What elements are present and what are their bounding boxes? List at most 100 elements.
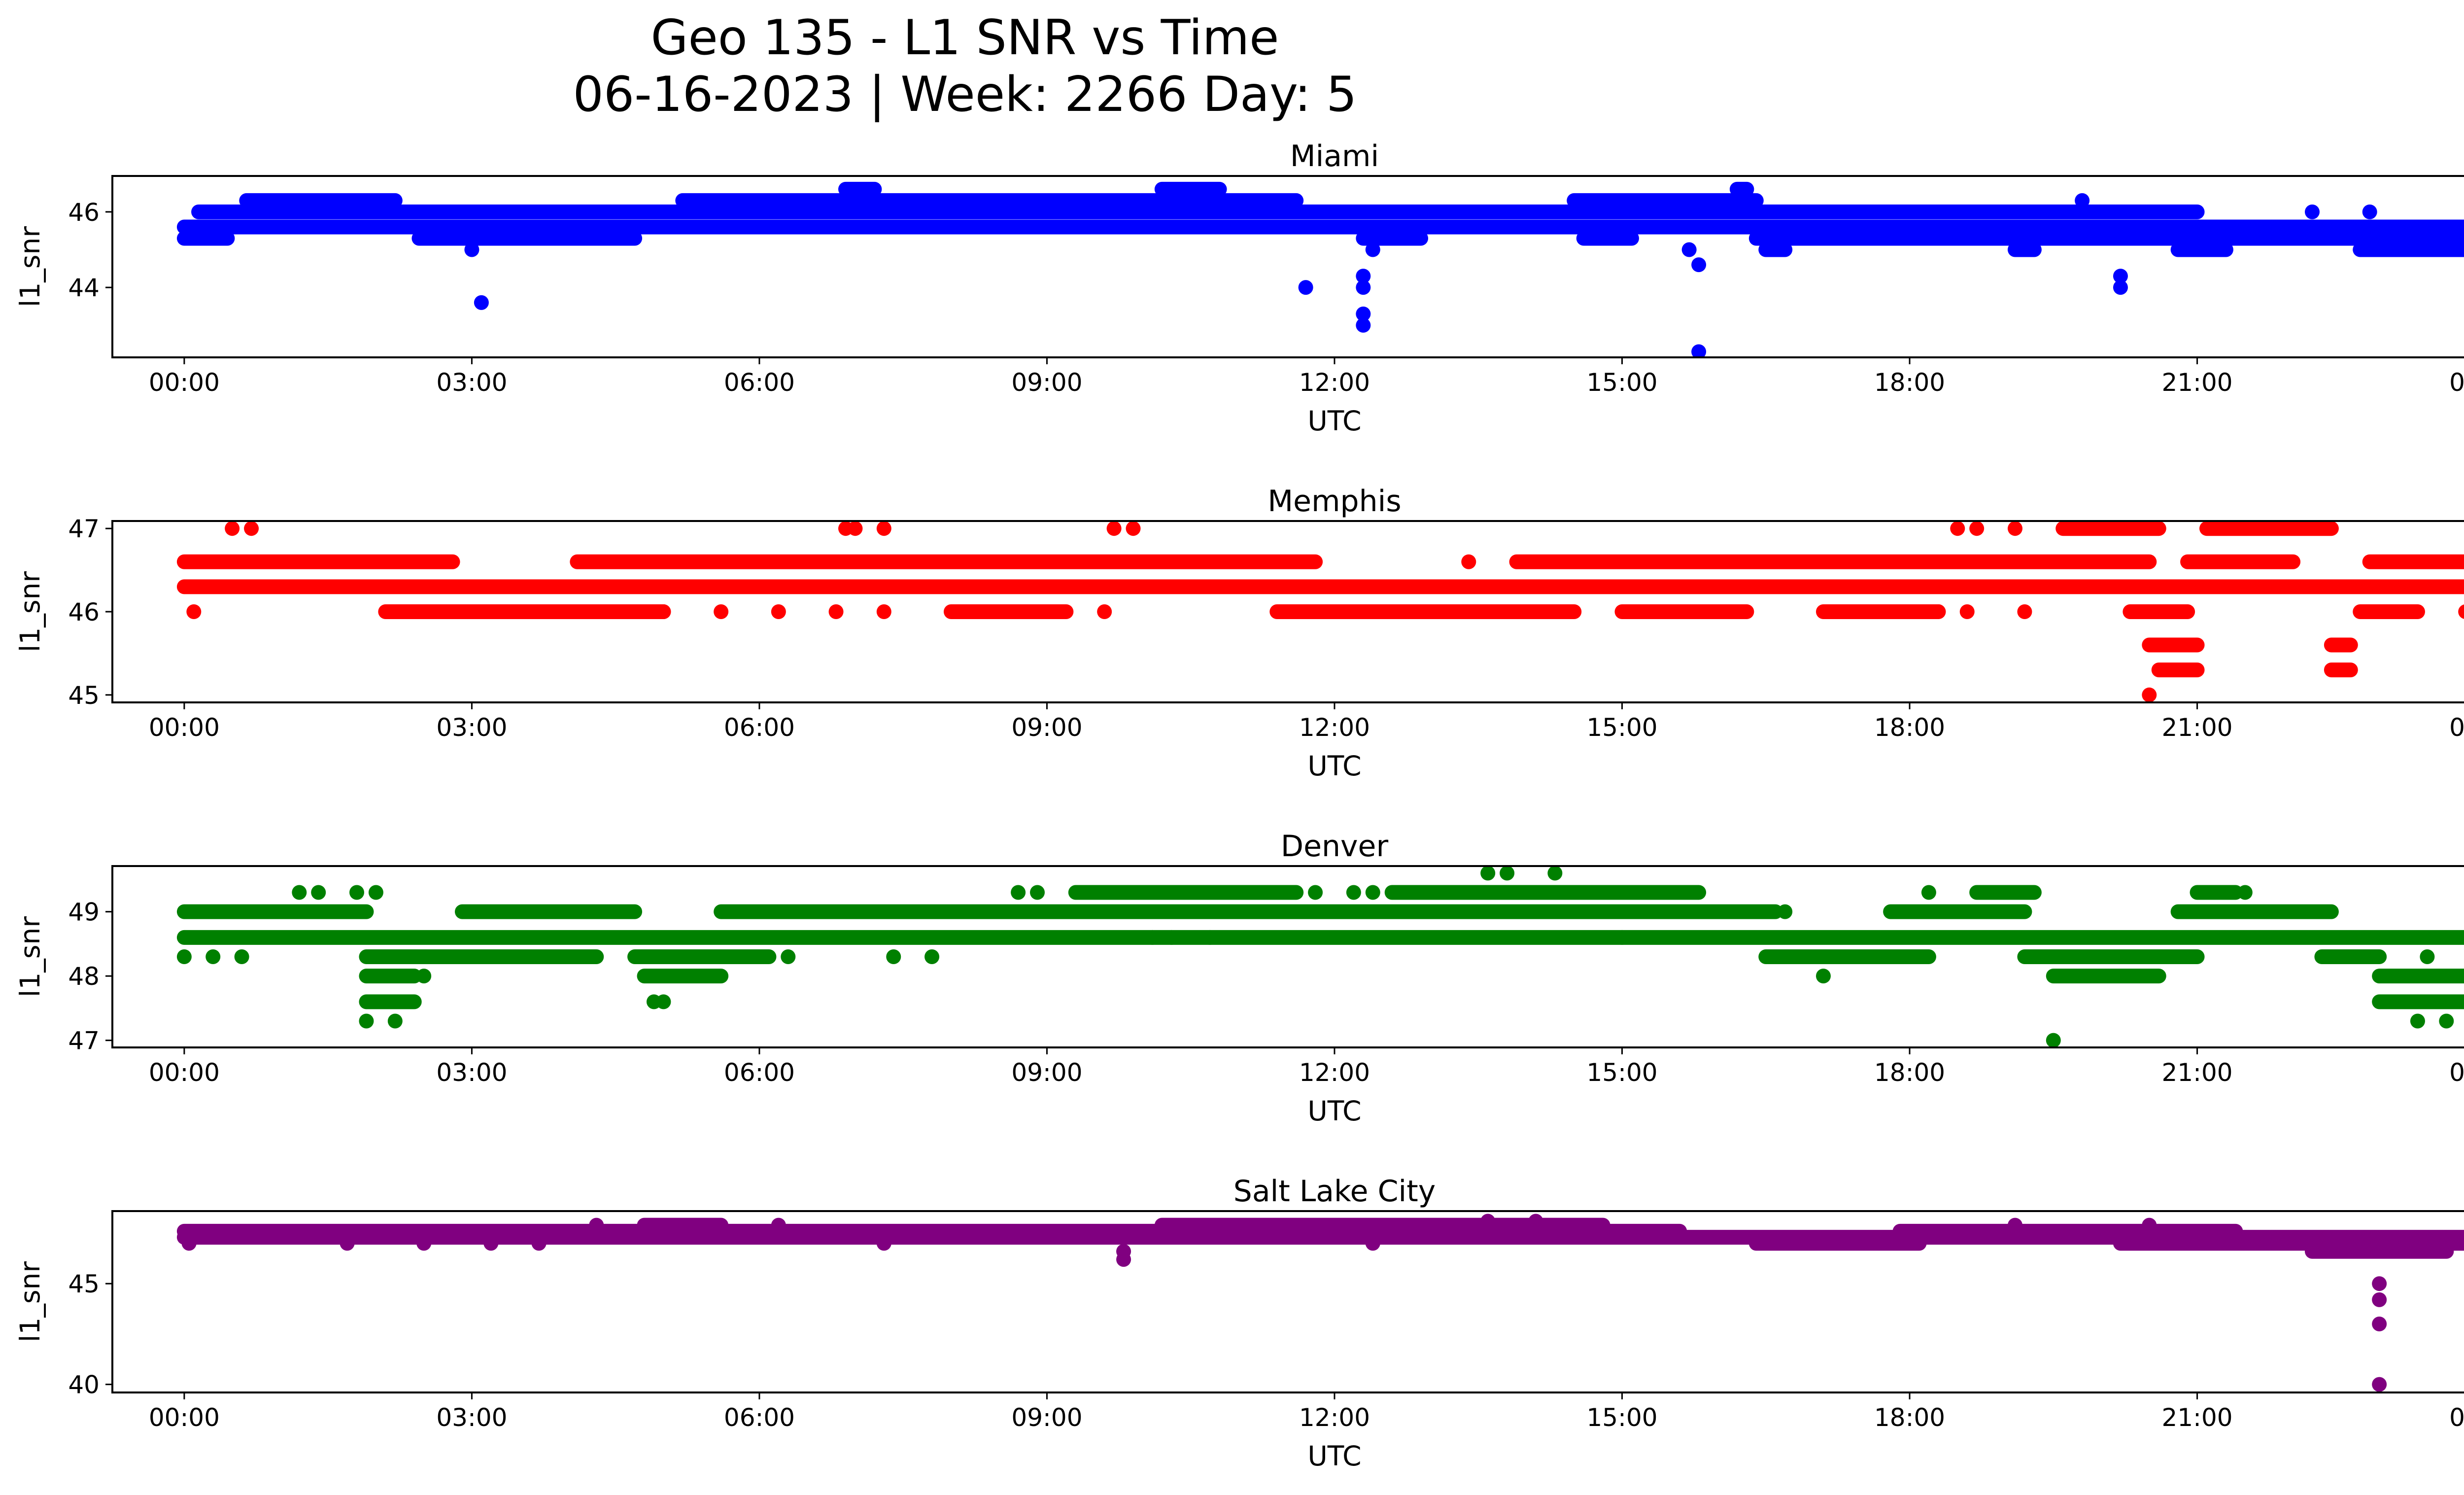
y-tick-label: 47 (68, 515, 100, 543)
x-axis-label: UTC (1307, 1095, 1361, 1127)
x-tick-label: 18:00 (1874, 713, 1945, 742)
data-point (1691, 344, 1707, 357)
subplot-panels: Miami 00:00 03:00 06:00 09:00 12:00 15:00 18:00… (14, 139, 2464, 1472)
data-point (1480, 866, 1496, 881)
data-point (292, 885, 307, 900)
data-point (416, 1236, 432, 1251)
subplot-miami: Miami 00:00 03:00 06:00 09:00 12:00 15:00 18:00… (14, 139, 2464, 437)
data-point (1480, 1214, 1496, 1229)
data-point (1461, 554, 1476, 569)
data-point (1365, 1236, 1380, 1251)
data-point (1816, 969, 1831, 984)
subplot-denver: Denver 00:00 03:00 06:00 09:00 12:00 15:00 18:0… (14, 829, 2464, 1127)
data-markers (176, 1214, 2464, 1392)
x-tick-label: 12:00 (1299, 713, 1370, 742)
x-tick-label: 15:00 (1586, 368, 1657, 397)
data-point (2008, 521, 2023, 536)
data-point (1691, 257, 1707, 273)
x-tick-label: 21:00 (2162, 1058, 2233, 1087)
y-tick-label: 48 (68, 962, 100, 991)
x-tick-label: 09:00 (1011, 368, 1082, 397)
data-point (876, 604, 891, 619)
data-point (1145, 930, 1160, 945)
data-point (771, 1217, 786, 1233)
data-point (1614, 930, 1630, 945)
data-point (781, 949, 796, 964)
data-point (1011, 885, 1026, 900)
data-point (2372, 1316, 2387, 1331)
y-axis-label: l1_snr (14, 226, 46, 307)
data-point (876, 1236, 891, 1251)
x-tick-label: 00:00 (149, 1403, 220, 1432)
data-point (1950, 521, 1965, 536)
data-point (656, 994, 671, 1009)
data-point (1365, 885, 1380, 900)
x-axis-label: UTC (1307, 1440, 1361, 1472)
data-point (1346, 885, 1361, 900)
data-point (1500, 866, 1515, 881)
data-point (1681, 242, 1697, 257)
data-point (1356, 269, 1371, 284)
data-point (1365, 242, 1380, 257)
data-markers (176, 181, 2464, 357)
data-point (2362, 204, 2377, 219)
data-point (340, 1236, 355, 1251)
data-point (1547, 866, 1563, 881)
x-tick-label: 00:00 (149, 368, 220, 397)
x-tick-label: 21:00 (2162, 713, 2233, 742)
x-tick-label: 09:00 (1011, 1403, 1082, 1432)
data-point (181, 1236, 197, 1251)
y-axis-label: l1_snr (14, 1261, 46, 1342)
subplot-title: Denver (1281, 829, 1389, 864)
data-point (2305, 204, 2320, 219)
data-point (886, 949, 901, 964)
x-tick-label: 18:00 (1874, 1403, 1945, 1432)
y-tick-label: 45 (68, 1270, 100, 1298)
x-tick-label: 00:00 (2449, 1403, 2464, 1432)
x-tick-label: 06:00 (724, 1403, 795, 1432)
data-point (1528, 1214, 1543, 1229)
data-point (1106, 521, 1122, 536)
data-point (2439, 1013, 2454, 1029)
data-point (474, 295, 489, 310)
x-tick-label: 15:00 (1586, 1403, 1657, 1432)
data-point (387, 1013, 403, 1029)
x-tick-label: 15:00 (1586, 1058, 1657, 1087)
data-point (311, 885, 326, 900)
data-point (1116, 1252, 1131, 1267)
data-point (2410, 1013, 2425, 1029)
y-tick-label: 46 (68, 598, 100, 626)
x-tick-label: 18:00 (1874, 368, 1945, 397)
data-point (1202, 930, 1218, 945)
data-point (656, 604, 671, 619)
x-tick-label: 21:00 (2162, 1403, 2233, 1432)
data-point (1672, 604, 1687, 619)
data-point (349, 885, 364, 900)
data-point (2142, 1217, 2157, 1233)
data-point (1030, 885, 1045, 900)
x-tick-label: 03:00 (436, 1058, 507, 1087)
data-point (876, 521, 891, 536)
data-point (828, 604, 844, 619)
data-point (205, 949, 221, 964)
data-point (225, 521, 240, 536)
data-point (1778, 904, 1793, 919)
y-tick-label: 46 (68, 198, 100, 227)
x-tick-label: 00:00 (2449, 713, 2464, 742)
data-point (2142, 687, 2157, 702)
data-point (483, 1236, 499, 1251)
data-point (2237, 885, 2253, 900)
data-point (1959, 604, 1975, 619)
data-point (1356, 317, 1371, 333)
x-tick-label: 18:00 (1874, 1058, 1945, 1087)
data-point (714, 604, 729, 619)
x-tick-label: 00:00 (149, 1058, 220, 1087)
data-point (1969, 521, 1985, 536)
data-point (2420, 949, 2435, 964)
x-tick-label: 03:00 (436, 1403, 507, 1432)
data-point (2113, 269, 2128, 284)
data-point (2372, 1276, 2387, 1291)
x-tick-label: 12:00 (1299, 368, 1370, 397)
data-point (1308, 885, 1323, 900)
